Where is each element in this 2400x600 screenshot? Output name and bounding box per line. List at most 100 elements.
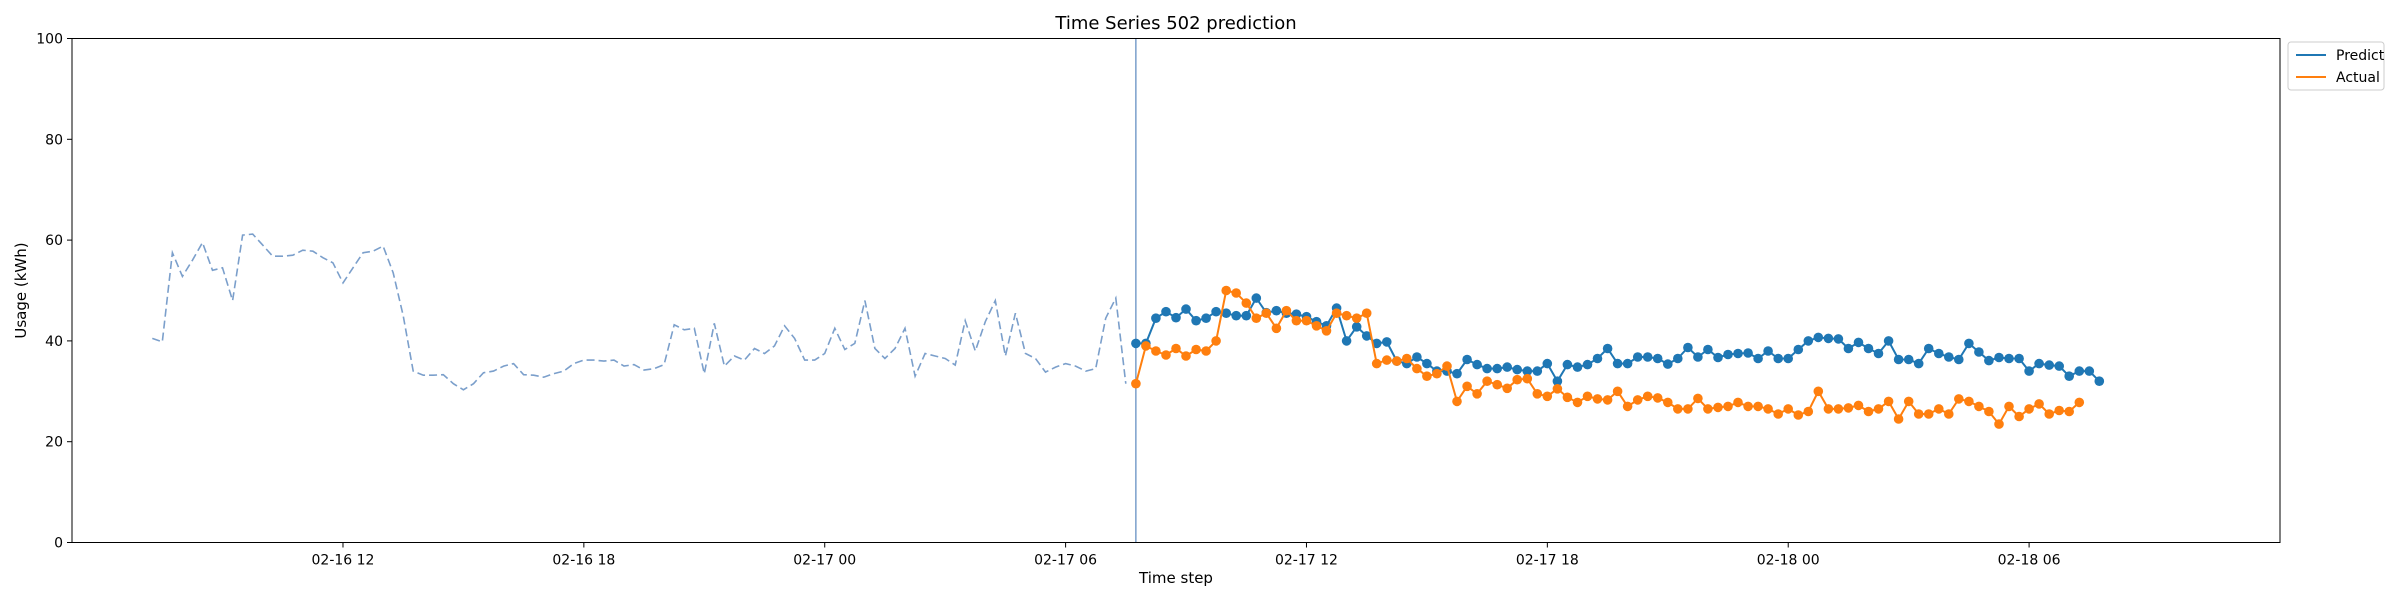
predict-point xyxy=(2074,366,2085,376)
predict-point xyxy=(1412,352,1422,362)
actual-point xyxy=(1301,315,1312,326)
actual-point xyxy=(1502,383,1512,394)
predict-point xyxy=(1512,364,1522,375)
actual-point xyxy=(1422,371,1432,382)
actual-point xyxy=(1833,404,1844,414)
predict-point xyxy=(1974,347,1984,357)
predict-point xyxy=(1632,352,1643,362)
actual-point xyxy=(1642,391,1653,402)
actual-point xyxy=(1191,344,1201,355)
plot-frame xyxy=(71,38,2281,543)
actual-point xyxy=(1954,394,1964,404)
actual-point xyxy=(1532,389,1543,399)
predict-point xyxy=(1683,342,1693,353)
actual-point xyxy=(1562,392,1573,403)
x-tick-label: 02-18 00 xyxy=(1757,553,1820,569)
actual-point xyxy=(1311,321,1322,331)
actual-point xyxy=(1281,305,1292,316)
actual-point xyxy=(1452,396,1462,407)
predict-point xyxy=(1602,343,1613,354)
predict-point xyxy=(1763,346,1773,356)
actual-point xyxy=(1763,404,1773,414)
actual-point xyxy=(2024,404,2034,414)
predict-point xyxy=(1773,353,1783,364)
predict-point xyxy=(1181,304,1191,314)
actual-point xyxy=(1171,343,1181,354)
actual-point xyxy=(2004,401,2014,412)
predict-point xyxy=(1371,338,1382,349)
predict-point xyxy=(1622,358,1633,369)
actual-point xyxy=(1402,353,1412,364)
actual-point xyxy=(2074,397,2085,408)
actual-point xyxy=(1361,308,1372,319)
predict-point xyxy=(1231,310,1241,321)
predict-point xyxy=(1753,353,1763,364)
y-tick-label: 40 xyxy=(45,334,63,350)
actual-point xyxy=(2034,399,2044,409)
predict-point xyxy=(1151,313,1161,324)
predict-point xyxy=(1783,353,1793,364)
predict-point xyxy=(1211,306,1221,317)
actual-point xyxy=(1803,406,1814,417)
actual-point xyxy=(1793,410,1804,420)
predict-point xyxy=(1693,352,1703,362)
actual-point xyxy=(1442,361,1452,371)
actual-point xyxy=(2064,406,2074,417)
predict-point xyxy=(1954,354,1964,365)
actual-point xyxy=(1131,378,1141,389)
predict-point xyxy=(1843,343,1854,354)
actual-point xyxy=(1412,363,1422,374)
predict-point xyxy=(2024,366,2034,376)
predict-point xyxy=(1422,358,1432,369)
actual-point xyxy=(1934,404,1944,414)
predict-point xyxy=(1542,358,1553,369)
legend-label-actual: Actual xyxy=(2336,70,2380,86)
predict-point xyxy=(2004,353,2014,364)
actual-point xyxy=(2044,409,2054,419)
y-tick-label: 60 xyxy=(45,233,63,249)
predict-point xyxy=(1853,337,1864,348)
predict-point xyxy=(1361,331,1372,341)
predict-point xyxy=(1522,366,1533,376)
predict-point xyxy=(1592,353,1603,364)
predict-point xyxy=(1863,343,1874,354)
x-tick-label: 02-17 06 xyxy=(1034,553,1097,569)
predict-point xyxy=(1502,362,1512,372)
actual-point xyxy=(1271,323,1282,334)
actual-point xyxy=(1652,393,1663,403)
predict-point xyxy=(1703,344,1713,355)
actual-point xyxy=(1512,374,1522,385)
x-tick-label: 02-17 12 xyxy=(1275,553,1338,569)
legend-label-predict: Predict xyxy=(2336,48,2385,64)
predict-point xyxy=(1582,359,1593,370)
predict-point xyxy=(1271,305,1282,316)
predict-point xyxy=(1964,338,1974,349)
actual-point xyxy=(1964,396,1974,407)
predict-point xyxy=(1873,348,1884,359)
actual-point xyxy=(2054,405,2064,416)
x-tick-label: 02-18 06 xyxy=(1998,553,2061,569)
actual-point xyxy=(1201,346,1211,356)
predict-point xyxy=(1673,353,1683,364)
actual-point xyxy=(1161,350,1171,360)
actual-point xyxy=(1542,391,1553,402)
predict-point xyxy=(1642,352,1653,362)
actual-point xyxy=(1994,419,2004,429)
predict-point xyxy=(1532,366,1543,376)
actual-point xyxy=(1211,336,1221,346)
actual-point xyxy=(1843,403,1854,413)
actual-point xyxy=(1984,406,1994,417)
predict-point xyxy=(1652,353,1663,364)
predict-point xyxy=(1934,348,1944,359)
predict-point xyxy=(1913,358,1924,369)
predict-point xyxy=(1743,348,1753,358)
predict-point xyxy=(1663,359,1673,369)
y-tick-label: 20 xyxy=(45,435,63,451)
predict-point xyxy=(1713,352,1723,363)
predict-point xyxy=(2014,353,2024,364)
actual-point xyxy=(1683,404,1693,414)
actual-point xyxy=(1482,376,1492,387)
actual-point xyxy=(1371,358,1382,369)
actual-point xyxy=(1472,389,1482,399)
actual-point xyxy=(1733,397,1743,408)
